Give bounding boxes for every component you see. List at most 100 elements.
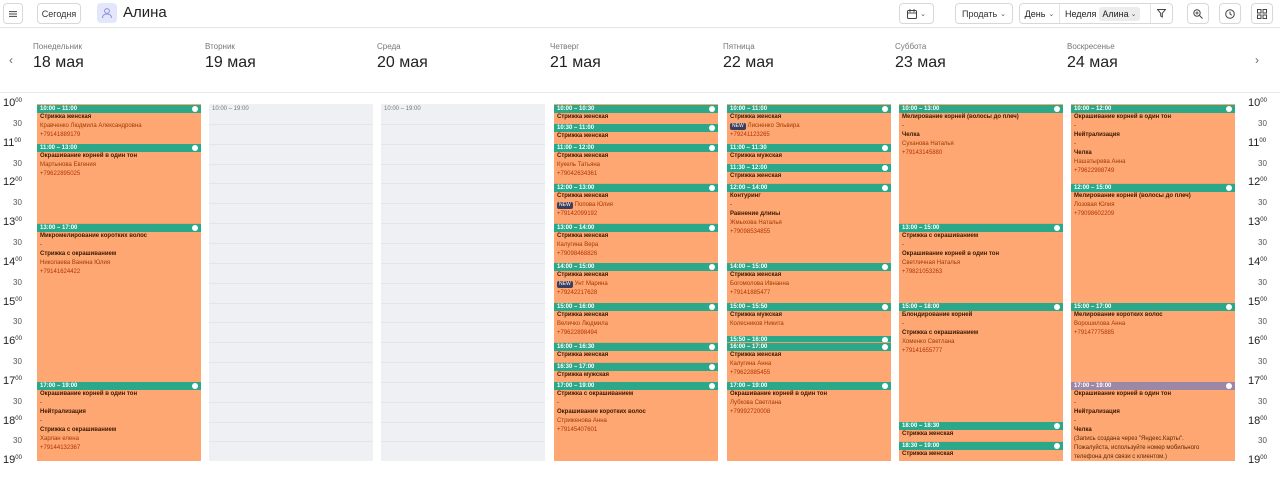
- grid-icon: [1257, 8, 1267, 19]
- add-icon[interactable]: [709, 105, 715, 112]
- service-name: Стрижка женская: [554, 271, 718, 280]
- day-header[interactable]: Вторник 19 мая: [205, 42, 256, 72]
- day-header[interactable]: Среда 20 мая: [377, 42, 428, 72]
- add-icon[interactable]: [882, 383, 888, 390]
- add-icon[interactable]: [709, 343, 715, 350]
- appointment-line-text: Лубкова Светлана: [730, 400, 782, 407]
- appointment-card[interactable]: 15:00 – 18:00 Блондирование корней - Стрижк…: [899, 303, 1063, 422]
- appointment-card[interactable]: 16:00 – 17:00 Стрижка женская Калугина Анн…: [727, 342, 891, 382]
- appointment-card[interactable]: 17:00 – 19:00 Стрижка с окрашиванием - Окра…: [554, 382, 718, 461]
- clock-button[interactable]: [1219, 3, 1241, 24]
- add-icon[interactable]: [882, 304, 888, 310]
- appointment-card[interactable]: 11:00 – 12:00 Стрижка женская Кукель Татья…: [554, 144, 718, 183]
- add-icon[interactable]: [709, 184, 715, 191]
- day-column[interactable]: 10:00 – 11:00 Стрижка женская NEW Лисненко …: [727, 104, 891, 461]
- appointment-card[interactable]: 14:00 – 15:00 Стрижка женская NEW Унт Марин…: [554, 263, 718, 302]
- day-header[interactable]: Воскресенье 24 мая: [1067, 42, 1118, 72]
- appointment-line-text: Стрижка женская: [557, 272, 609, 279]
- appointment-card[interactable]: 16:00 – 16:30 Стрижка женская: [554, 342, 718, 362]
- sell-button[interactable]: Продать ⌄: [955, 3, 1013, 24]
- day-column[interactable]: 10:00 – 11:00 Стрижка женская Кравченко Лю…: [37, 104, 201, 461]
- add-icon[interactable]: [882, 184, 888, 191]
- appointment-card[interactable]: 10:30 – 11:00 Стрижка женская: [554, 124, 718, 144]
- appointment-card[interactable]: 15:00 – 16:00 Стрижка женская Величко Людм…: [554, 303, 718, 342]
- add-icon[interactable]: [192, 383, 198, 390]
- day-header[interactable]: Четверг 21 мая: [550, 42, 601, 72]
- add-icon[interactable]: [192, 145, 198, 152]
- day-column[interactable]: 10:00 – 10:30 Стрижка женская 10:30 – 11:0…: [554, 104, 718, 461]
- appointment-card[interactable]: 18:00 – 18:30 Стрижка женская: [899, 422, 1063, 441]
- appointment-card[interactable]: 12:00 – 13:00 Стрижка женская NEW Попова Юл…: [554, 183, 718, 223]
- day-header[interactable]: Понедельник 18 мая: [33, 42, 84, 72]
- add-icon[interactable]: [709, 304, 715, 310]
- appointment-card[interactable]: 17:00 – 19:00 Окрашивание корней в один т…: [1071, 382, 1235, 461]
- next-week-arrow[interactable]: ›: [1255, 53, 1259, 67]
- appointment-card[interactable]: 11:30 – 12:00 Стрижка женская: [727, 164, 891, 183]
- add-icon[interactable]: [1054, 105, 1060, 112]
- appointment-card[interactable]: 10:00 – 11:00 Стрижка женская NEW Лисненко …: [727, 104, 891, 144]
- add-icon[interactable]: [882, 337, 888, 342]
- appointment-card[interactable]: 11:00 – 11:30 Стрижка мужская: [727, 144, 891, 164]
- appointment-card[interactable]: 10:00 – 10:30 Стрижка женская: [554, 104, 718, 124]
- appointment-card[interactable]: 10:00 – 11:00 Стрижка женская Кравченко Лю…: [37, 104, 201, 144]
- day-column-off[interactable]: 10:00 – 19:00: [209, 104, 373, 461]
- today-button[interactable]: Сегодня: [37, 3, 81, 24]
- add-icon[interactable]: [1226, 105, 1232, 112]
- appointment-card[interactable]: 15:00 – 17:00 Мелирование коротких волос В…: [1071, 303, 1235, 382]
- add-icon[interactable]: [709, 125, 715, 132]
- add-icon[interactable]: [709, 383, 715, 390]
- add-icon[interactable]: [1226, 304, 1232, 310]
- appointment-card[interactable]: 13:00 – 14:00 Стрижка женская Калугина Вер…: [554, 223, 718, 263]
- appointment-card[interactable]: 14:00 – 15:00 Стрижка женская Богомолова И…: [727, 263, 891, 302]
- add-icon[interactable]: [882, 264, 888, 271]
- add-icon[interactable]: [1226, 383, 1232, 390]
- appointment-card[interactable]: 16:30 – 17:00 Стрижка мужская: [554, 362, 718, 382]
- appointment-card[interactable]: 17:00 – 19:00 Окрашивание корней в один т…: [727, 382, 891, 461]
- day-header[interactable]: Суббота 23 мая: [895, 42, 946, 72]
- add-icon[interactable]: [1054, 442, 1060, 449]
- zoom-button[interactable]: [1187, 3, 1209, 24]
- appointment-line-text: Богомолова Ивнанна: [730, 281, 790, 288]
- add-icon[interactable]: [192, 105, 198, 112]
- appointment-card[interactable]: 10:00 – 12:00 Окрашивание корней в один т…: [1071, 104, 1235, 183]
- filter-button[interactable]: [1150, 4, 1172, 23]
- week-user-chip[interactable]: Алина ⌄: [1099, 6, 1140, 21]
- add-icon[interactable]: [709, 264, 715, 271]
- appointment-card[interactable]: 10:00 – 13:00 Мелирование корней (волосы …: [899, 104, 1063, 223]
- add-icon[interactable]: [1226, 184, 1232, 191]
- appointment-card[interactable]: 15:50 – 16:00: [727, 336, 891, 342]
- add-icon[interactable]: [709, 224, 715, 231]
- appointment-card[interactable]: 12:00 – 14:00 Контуринг - Равнение длины Жмы…: [727, 183, 891, 263]
- half-hour-label: 30: [1258, 396, 1267, 406]
- grid-line: [381, 401, 545, 403]
- add-icon[interactable]: [1054, 224, 1060, 231]
- appointment-card[interactable]: 17:00 – 19:00 Окрашивание корней в один т…: [37, 382, 201, 461]
- appointment-card[interactable]: 12:00 – 15:00 Мелирование корней (волосы …: [1071, 183, 1235, 302]
- add-icon[interactable]: [1054, 304, 1060, 310]
- view-day-button[interactable]: День ⌄: [1020, 4, 1060, 23]
- day-column[interactable]: 10:00 – 12:00 Окрашивание корней в один т…: [1071, 104, 1235, 461]
- appointment-card[interactable]: 15:00 – 15:50 Стрижка мужская Колесников Н…: [727, 303, 891, 336]
- add-icon[interactable]: [882, 145, 888, 152]
- appointment-card[interactable]: 13:00 – 17:00 Микромелирование коротких в…: [37, 223, 201, 382]
- appointment-time: 14:00 – 15:00: [554, 263, 718, 272]
- add-icon[interactable]: [882, 343, 888, 350]
- day-header[interactable]: Пятница 22 мая: [723, 42, 774, 72]
- add-icon[interactable]: [709, 363, 715, 370]
- grid-button[interactable]: [1251, 3, 1273, 24]
- appointment-line-text: Суханова Наталья: [902, 140, 954, 147]
- menu-icon[interactable]: [3, 3, 23, 24]
- view-week-button[interactable]: Неделя Алина ⌄: [1060, 6, 1140, 21]
- add-icon[interactable]: [192, 224, 198, 231]
- add-icon[interactable]: [1054, 423, 1060, 430]
- appointment-card[interactable]: 11:00 – 13:00 Окрашивание корней в один т…: [37, 144, 201, 223]
- day-column[interactable]: 10:00 – 13:00 Мелирование корней (волосы …: [899, 104, 1063, 461]
- calendar-picker-button[interactable]: ⌄: [899, 3, 934, 24]
- add-icon[interactable]: [882, 105, 888, 112]
- add-icon[interactable]: [882, 165, 888, 172]
- day-column-off[interactable]: 10:00 – 19:00: [381, 104, 545, 461]
- prev-week-arrow[interactable]: ‹: [9, 53, 13, 67]
- add-icon[interactable]: [709, 145, 715, 152]
- appointment-card[interactable]: 13:00 – 15:00 Стрижка с окрашиванием - Окра…: [899, 223, 1063, 302]
- appointment-card[interactable]: 18:30 – 19:00 Стрижка женская: [899, 441, 1063, 461]
